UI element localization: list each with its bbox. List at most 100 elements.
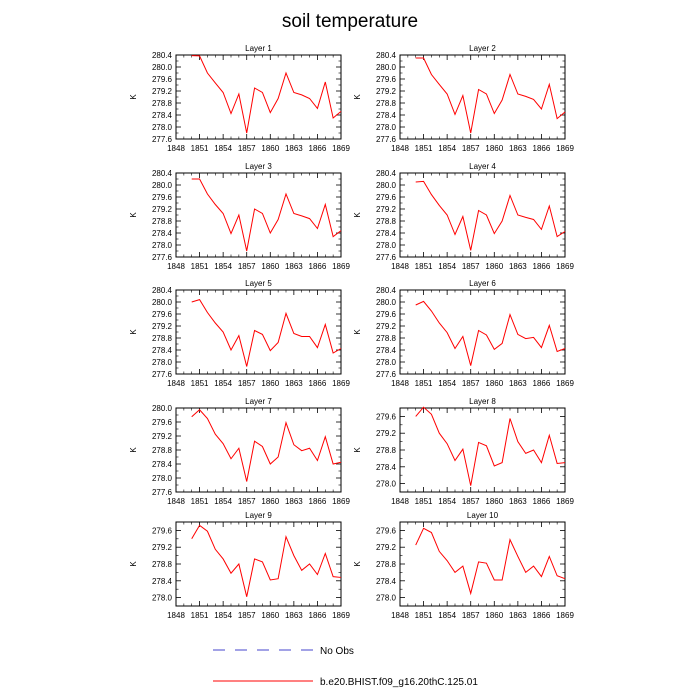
x-tick-label: 1863 [285,379,303,388]
x-tick-label: 1860 [261,262,279,271]
panel-layer-4: Layer 4 K 1848 1851 1854 1857 1860 1863 1866 1869… [353,162,574,271]
x-tick-label: 1863 [285,611,303,620]
x-tick-label: 1860 [485,144,503,153]
y-tick-label: 279.6 [376,526,397,535]
y-tick-label: 277.6 [152,488,173,497]
series-line [191,409,342,482]
y-tick-label: 278.0 [376,480,397,489]
y-tick-label: 280.0 [376,181,397,190]
y-tick-label: 280.0 [376,298,397,307]
y-tick-label: 280.0 [152,298,173,307]
y-tick-label: 278.0 [152,474,173,483]
y-tick-label: 278.0 [376,594,397,603]
y-tick-label: 277.6 [376,135,397,144]
panel-title: Layer 8 [469,397,496,406]
x-tick-label: 1854 [214,611,232,620]
series-line [415,180,566,251]
x-tick-label: 1869 [556,497,574,506]
x-tick-label: 1863 [285,144,303,153]
y-tick-label: 278.4 [152,577,173,586]
y-tick-label: 277.6 [152,135,173,144]
y-tick-label: 278.8 [376,99,397,108]
x-tick-label: 1854 [214,262,232,271]
x-tick-label: 1866 [309,262,327,271]
panel-title: Layer 5 [245,279,272,288]
x-tick-label: 1851 [415,379,433,388]
x-tick-label: 1848 [391,144,409,153]
y-tick-label: 278.8 [152,217,173,226]
y-tick-label: 278.0 [152,123,173,132]
x-tick-label: 1857 [462,497,480,506]
y-tick-label: 279.2 [376,205,397,214]
y-tick-label: 280.4 [152,169,173,178]
x-tick-label: 1860 [485,379,503,388]
panel-title: Layer 3 [245,162,272,171]
y-axis-label: K [353,561,362,567]
x-tick-label: 1857 [238,262,256,271]
y-tick-label: 280.4 [376,169,397,178]
y-tick-label: 279.2 [152,543,173,552]
series-line [191,178,342,252]
y-tick-label: 278.4 [376,577,397,586]
x-tick-label: 1863 [509,497,527,506]
x-tick-label: 1866 [533,497,551,506]
y-tick-label: 278.8 [152,446,173,455]
y-tick-label: 280.0 [152,404,173,413]
x-tick-label: 1857 [462,379,480,388]
panel-title: Layer 4 [469,162,496,171]
y-tick-label: 278.4 [152,111,173,120]
y-tick-label: 279.2 [152,322,173,331]
legend-label-1: No Obs [320,646,354,657]
x-tick-label: 1869 [556,379,574,388]
panel-layer-1: Layer 1 K 1848 1851 1854 1857 1860 1863 1866 1869… [129,44,350,153]
y-tick-label: 278.4 [152,460,173,469]
panel-title: Layer 7 [245,397,272,406]
x-tick-label: 1857 [462,262,480,271]
y-tick-label: 278.8 [376,217,397,226]
y-tick-label: 278.8 [376,446,397,455]
y-axis-label: K [129,447,138,453]
x-tick-label: 1848 [167,144,185,153]
panel-title: Layer 10 [467,511,499,520]
y-tick-label: 277.6 [152,253,173,262]
panel-title: Layer 9 [245,511,272,520]
x-tick-label: 1854 [438,379,456,388]
panel-layer-6: Layer 6 K 1848 1851 1854 1857 1860 1863 1866 1869… [353,279,574,388]
x-tick-label: 1857 [462,144,480,153]
x-tick-label: 1851 [191,611,209,620]
x-tick-label: 1869 [556,611,574,620]
y-axis-label: K [129,94,138,100]
x-tick-label: 1860 [261,379,279,388]
y-tick-label: 278.4 [376,229,397,238]
x-tick-label: 1848 [391,497,409,506]
y-tick-label: 278.4 [376,346,397,355]
figure-title: soil temperature [282,11,418,32]
x-tick-label: 1866 [533,611,551,620]
x-tick-label: 1854 [438,262,456,271]
y-tick-label: 279.6 [376,75,397,84]
x-tick-label: 1848 [167,379,185,388]
y-tick-label: 280.0 [376,63,397,72]
y-tick-label: 278.4 [152,229,173,238]
x-tick-label: 1866 [309,611,327,620]
panel-layer-9: Layer 9 K 1848 1851 1854 1857 1860 1863 1866 1869… [129,511,350,620]
panel-layer-7: Layer 7 K 1848 1851 1854 1857 1860 1863 1866 1869… [129,397,350,506]
y-tick-label: 279.2 [376,543,397,552]
panel-layer-10: Layer 10 K 1848 1851 1854 1857 1860 1863 1866 186… [353,511,574,620]
x-tick-label: 1863 [285,262,303,271]
x-tick-label: 1854 [214,379,232,388]
y-tick-label: 279.6 [152,310,173,319]
panel-layer-2: Layer 2 K 1848 1851 1854 1857 1860 1863 1866 1869… [353,44,574,153]
x-tick-label: 1851 [191,262,209,271]
x-tick-label: 1848 [167,262,185,271]
x-tick-label: 1860 [261,144,279,153]
x-tick-label: 1851 [415,497,433,506]
x-tick-label: 1857 [238,379,256,388]
y-tick-label: 279.2 [152,432,173,441]
y-tick-label: 279.2 [152,205,173,214]
x-tick-label: 1869 [556,144,574,153]
x-tick-label: 1869 [332,379,350,388]
x-tick-label: 1848 [391,262,409,271]
y-tick-label: 278.4 [376,111,397,120]
